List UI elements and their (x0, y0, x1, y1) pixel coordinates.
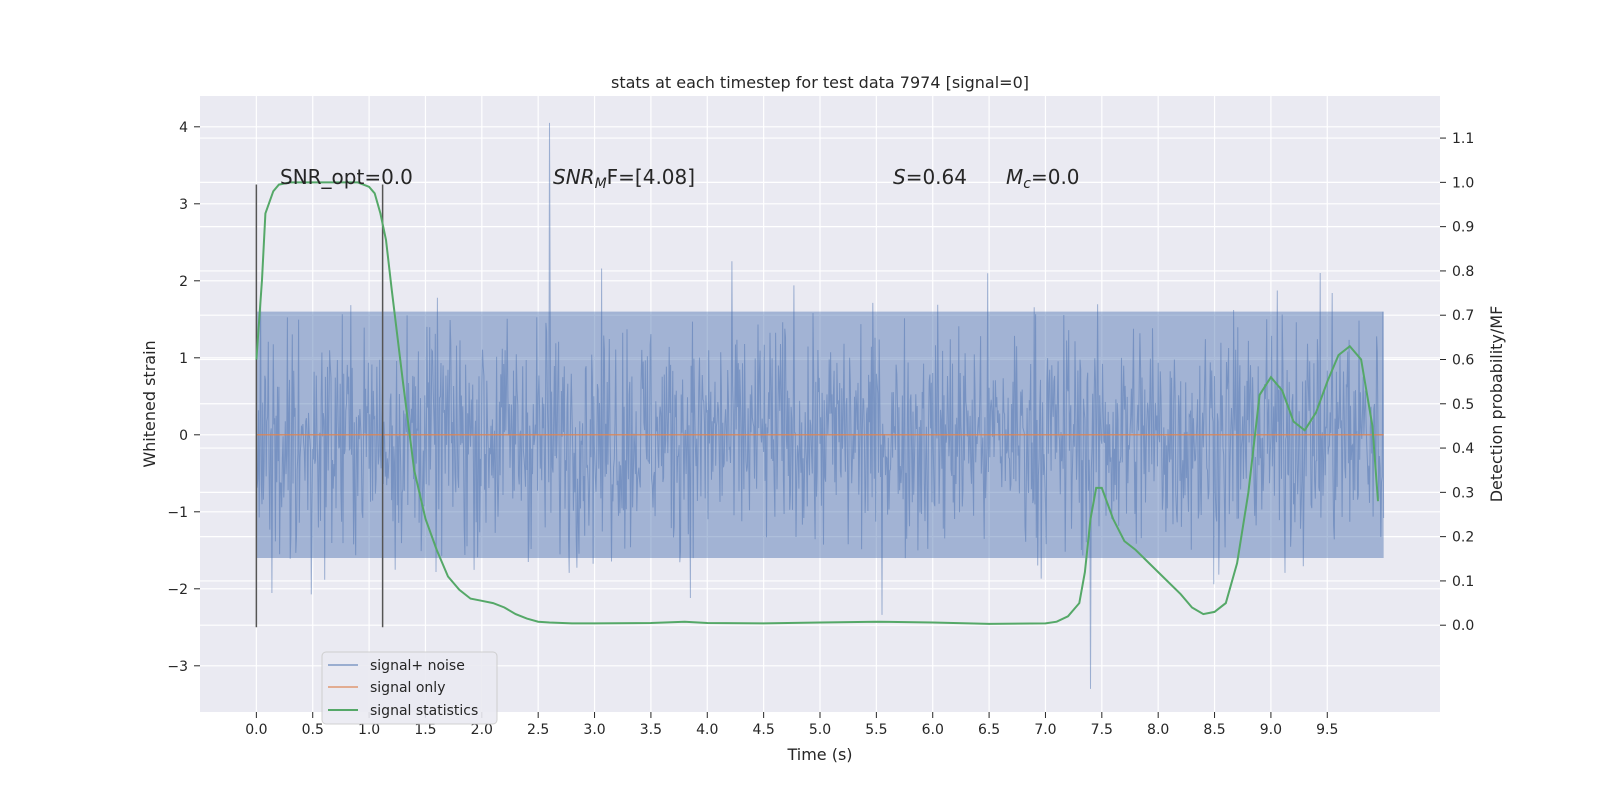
y-tick-label: −2 (167, 582, 188, 598)
chart-title: stats at each timestep for test data 797… (611, 73, 1029, 92)
y-tick-label-right: 0.6 (1452, 352, 1474, 368)
mc-base: M (1006, 165, 1023, 189)
y-tick-label: 1 (179, 351, 188, 367)
x-tick-label: 6.0 (922, 722, 944, 738)
x-tick-label: 4.5 (753, 722, 775, 738)
y-tick-label-right: 0.0 (1452, 618, 1474, 634)
y-tick-label: −3 (167, 659, 188, 675)
y-tick-label-right: 0.9 (1452, 220, 1474, 236)
y-tick-label-right: 0.5 (1452, 397, 1474, 413)
x-tick-label: 8.0 (1147, 722, 1169, 738)
y-tick-label-right: 0.1 (1452, 574, 1474, 590)
annotation-s: S=0.64 (893, 165, 967, 189)
annotation-mc: Mc=0.0 (1006, 165, 1080, 192)
x-tick-label: 0.5 (302, 722, 324, 738)
x-tick-label: 1.5 (414, 722, 436, 738)
signal-statistics-line (255, 181, 1379, 625)
legend-label-noise: signal+ noise (370, 658, 465, 674)
legend-box (321, 651, 498, 725)
legend-label-signal: signal only (370, 680, 445, 696)
s-value: =0.64 (906, 165, 967, 189)
x-axis-label: Time (s) (786, 745, 852, 764)
mc-sub: c (1023, 176, 1031, 192)
x-tick-label: 5.5 (865, 722, 887, 738)
y-tick-label-right: 0.4 (1452, 441, 1474, 457)
mc-value: =0.0 (1031, 165, 1080, 189)
y-tick-label-right: 1.0 (1452, 175, 1474, 191)
y-ticks-right: 0.0 0.1 0.2 0.3 0.4 0.5 0.6 0.7 0.8 0.9 1.0 1.1 (1440, 131, 1474, 634)
y-tick-label-right: 1.1 (1452, 131, 1474, 147)
s-label: S (893, 165, 906, 189)
y-tick-label-right: 0.8 (1452, 264, 1474, 280)
x-tick-label: 9.0 (1260, 722, 1282, 738)
x-tick-label: 7.5 (1091, 722, 1113, 738)
vertical-markers (255, 184, 384, 628)
x-tick-label: 5.0 (809, 722, 831, 738)
snr-mf-sub: M (595, 176, 607, 192)
noise-line (255, 122, 1385, 689)
annotation-snr-opt: SNR_opt=0.0 (280, 165, 413, 189)
x-tick-label: 7.0 (1034, 722, 1056, 738)
y-tick-label: 3 (179, 197, 188, 213)
legend-label-stats: signal statistics (370, 703, 478, 719)
y-tick-label: 0 (179, 428, 188, 444)
snr-mf-rest: F=[4.08] (607, 165, 695, 189)
x-tick-label: 2.5 (527, 722, 549, 738)
x-tick-label: 9.5 (1316, 722, 1338, 738)
y-tick-label: 4 (179, 120, 188, 136)
annotation-snr-mf: SNRMF=[4.08] (553, 165, 695, 192)
x-tick-label: 3.0 (583, 722, 605, 738)
x-tick-label: 6.5 (978, 722, 1000, 738)
x-tick-label: 3.5 (640, 722, 662, 738)
x-tick-label: 1.0 (358, 722, 380, 738)
y-tick-label-right: 0.2 (1452, 530, 1474, 546)
legend: signal+ noise signal only signal statist… (321, 651, 498, 725)
y-axis-label-left: Whitened strain (140, 340, 159, 467)
x-tick-label: 8.5 (1203, 722, 1225, 738)
x-tick-label: 4.0 (696, 722, 718, 738)
snr-mf-base: SNR (553, 165, 595, 189)
y-tick-label-right: 0.3 (1452, 485, 1474, 501)
y-axis-label-right: Detection probability/MF (1487, 306, 1506, 503)
x-tick-label: 2.0 (471, 722, 493, 738)
y-tick-label: 2 (179, 274, 188, 290)
y-tick-label: −1 (167, 505, 188, 521)
x-ticks: 0.0 0.5 1.0 1.5 2.0 2.5 3.0 3.5 4.0 4.5 5.0 5.5 6.0 6… (245, 712, 1338, 738)
y-tick-label-right: 0.7 (1452, 308, 1474, 324)
y-ticks-left: −3 −2 −1 0 1 2 3 4 (167, 120, 200, 675)
x-tick-label: 0.0 (245, 722, 267, 738)
